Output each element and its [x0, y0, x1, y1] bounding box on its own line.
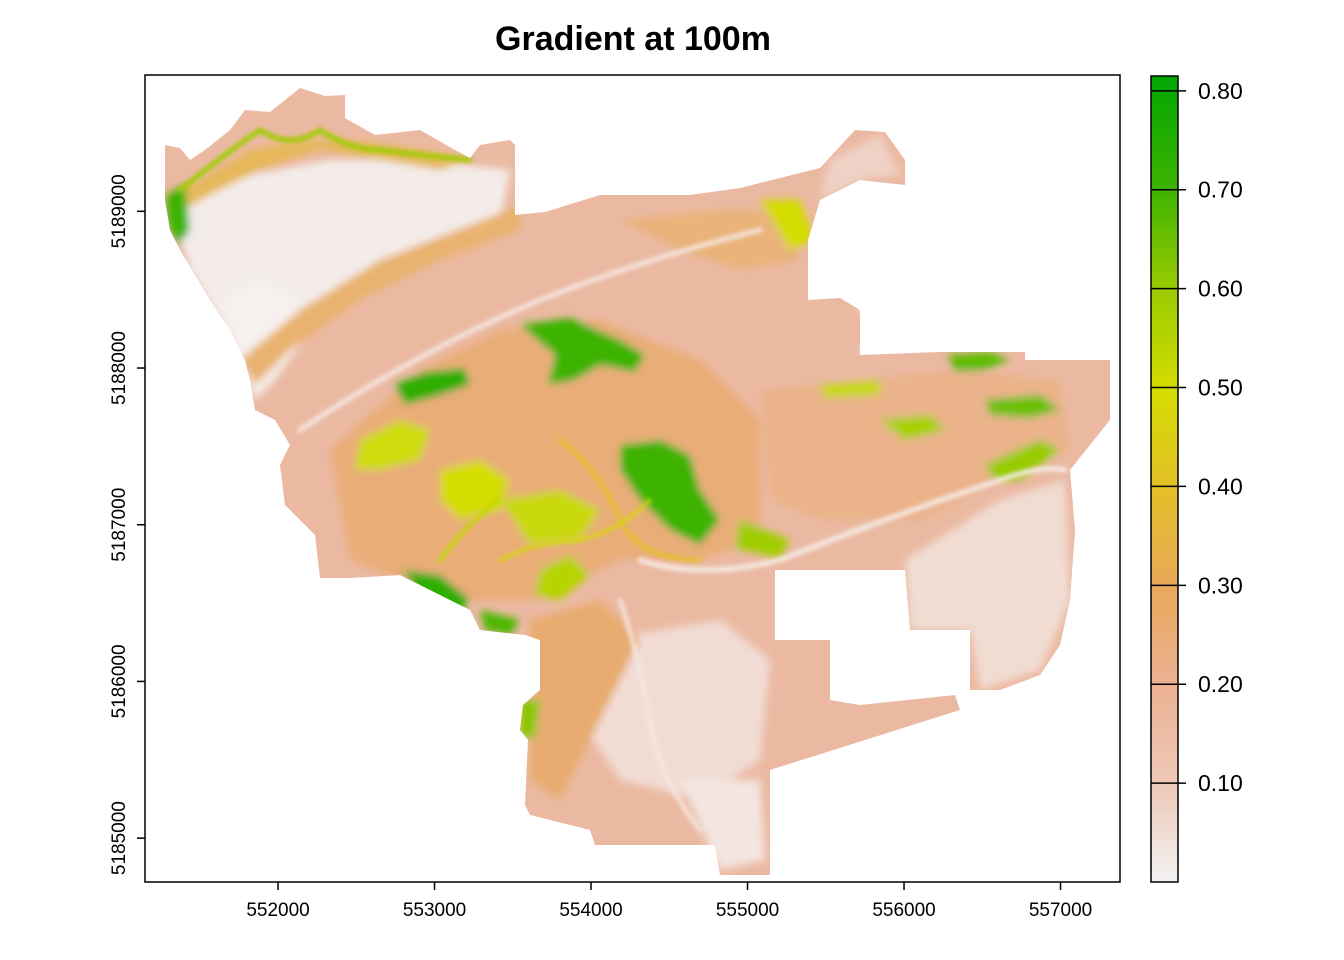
- plot-frame: [144, 74, 1121, 883]
- y-tick-label: 5188000: [109, 331, 130, 405]
- chart-title: Gradient at 100m: [495, 20, 771, 58]
- x-tick-label: 553000: [403, 900, 466, 921]
- x-tick-label: 552000: [246, 900, 309, 921]
- colorbar-tick-label: 0.40: [1198, 473, 1243, 499]
- colorbar: 0.10 0.20 0.30 0.40 0.50 0.60 0.70 0.80: [1150, 75, 1243, 883]
- gradient-raster: [165, 88, 1110, 875]
- y-axis: 5185000 5186000 5187000 5188000 5189000: [109, 174, 145, 875]
- colorbar-tick-label: 0.50: [1198, 375, 1243, 401]
- y-tick-label: 5185000: [109, 801, 130, 875]
- y-tick-label: 5186000: [109, 644, 130, 718]
- colorbar-tick-label: 0.20: [1198, 671, 1243, 697]
- x-tick-label: 556000: [872, 900, 935, 921]
- x-axis: 552000 553000 554000 555000 556000 557000: [246, 882, 1092, 921]
- y-tick-label: 5187000: [109, 488, 130, 562]
- colorbar-tick-label: 0.60: [1198, 276, 1243, 302]
- colorbar-fill: [1150, 75, 1179, 883]
- colorbar-tick-label: 0.10: [1198, 770, 1243, 796]
- x-tick-label: 554000: [559, 900, 622, 921]
- x-tick-label: 557000: [1029, 900, 1092, 921]
- colorbar-tick-label: 0.30: [1198, 572, 1243, 598]
- colorbar-ticks: 0.10 0.20 0.30 0.40 0.50 0.60 0.70 0.80: [1151, 78, 1243, 796]
- y-tick-label: 5189000: [109, 174, 130, 248]
- colorbar-tick-label: 0.80: [1198, 78, 1243, 104]
- x-tick-label: 555000: [716, 900, 779, 921]
- colorbar-tick-label: 0.70: [1198, 177, 1243, 203]
